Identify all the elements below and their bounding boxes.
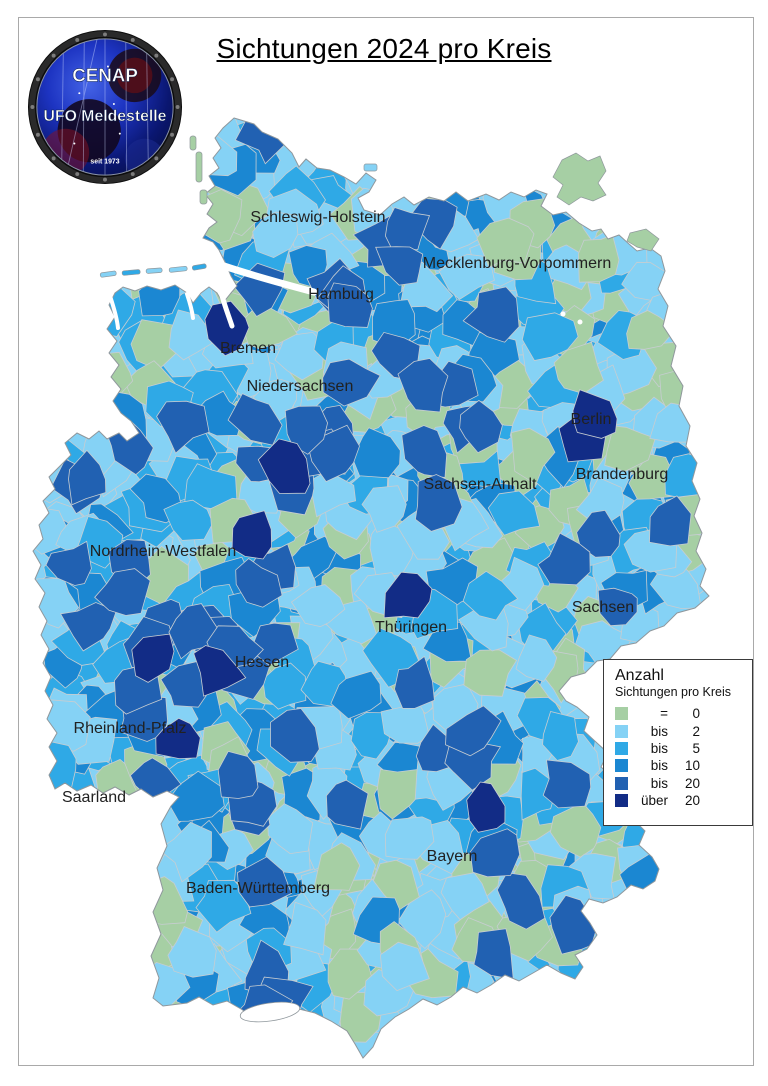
islands — [99, 135, 660, 278]
legend-row: bis 5 — [615, 740, 742, 757]
state-label-brandenburg: Brandenburg — [576, 466, 669, 483]
state-label-mecklenburg-vorpommern: Mecklenburg-Vorpommern — [423, 255, 612, 272]
state-label-saarland: Saarland — [62, 789, 126, 806]
legend-op: bis — [650, 775, 668, 791]
legend-value: 20 — [684, 775, 700, 791]
state-label-bremen: Bremen — [220, 340, 276, 357]
legend-title: Anzahl — [615, 667, 664, 684]
logo-rivets — [30, 32, 180, 182]
state-label-sachsen: Sachsen — [572, 599, 634, 616]
state-label-niedersachsen: Niedersachsen — [247, 378, 354, 395]
legend-value: 10 — [684, 758, 700, 774]
state-label-hamburg: Hamburg — [308, 286, 374, 303]
cenap-logo: CENAP UFO Meldestelle seit 1973 — [26, 28, 184, 186]
state-label-sachsen-anhalt: Sachsen-Anhalt — [424, 476, 538, 493]
legend-row: = 0 — [615, 705, 742, 722]
legend-swatch — [615, 707, 628, 721]
logo-name-text: UFO Meldestelle — [44, 108, 167, 125]
legend-op: bis — [650, 758, 668, 774]
legend-value: 20 — [684, 793, 700, 809]
state-label-schleswig-holstein: Schleswig-Holstein — [250, 209, 385, 226]
district-polygons — [33, 118, 709, 1043]
legend-op: über — [640, 793, 668, 809]
legend-swatch — [615, 794, 628, 808]
legend-subtitle: Sichtungen pro Kreis — [615, 685, 732, 699]
water-features — [108, 262, 583, 1023]
legend: Anzahl Sichtungen pro Kreis = 0 bis 2 bis 5 bi… — [603, 659, 753, 826]
state-label-berlin: Berlin — [571, 411, 612, 428]
logo-org-text: CENAP — [72, 64, 138, 85]
state-label-rheinland-pfalz: Rheinland-Pfalz — [74, 720, 187, 737]
page-frame — [18, 17, 754, 1066]
state-label-bayern: Bayern — [427, 848, 478, 865]
legend-row: bis 20 — [615, 775, 742, 792]
legend-row: über 20 — [615, 792, 742, 809]
state-label-nordrhein-westfalen: Nordrhein-Westfalen — [90, 543, 236, 560]
state-label-th-ringen: Thüringen — [375, 619, 447, 636]
legend-op: bis — [650, 723, 668, 739]
legend-swatch — [615, 741, 628, 755]
legend-op: = — [660, 706, 668, 722]
legend-value: 5 — [692, 740, 700, 756]
page-title: Sichtungen 2024 pro Kreis — [216, 33, 552, 64]
state-label-baden-w-rttemberg: Baden-Württemberg — [186, 880, 330, 897]
legend-swatch — [615, 776, 628, 790]
legend-rows: = 0 bis 2 bis 5 bis 10 bis 20 über 20 — [615, 705, 742, 809]
state-labels: Schleswig-Holstein Mecklenburg-Vorpommern… — [62, 209, 668, 897]
legend-value: 2 — [692, 723, 700, 739]
logo-since-text: seit 1973 — [90, 158, 119, 165]
legend-op: bis — [650, 740, 668, 756]
legend-swatch — [615, 759, 628, 773]
legend-swatch — [615, 724, 628, 738]
germany-outline — [32, 117, 710, 1059]
state-label-hessen: Hessen — [235, 654, 289, 671]
legend-value: 0 — [692, 706, 700, 722]
legend-row: bis 10 — [615, 757, 742, 774]
legend-row: bis 2 — [615, 722, 742, 739]
